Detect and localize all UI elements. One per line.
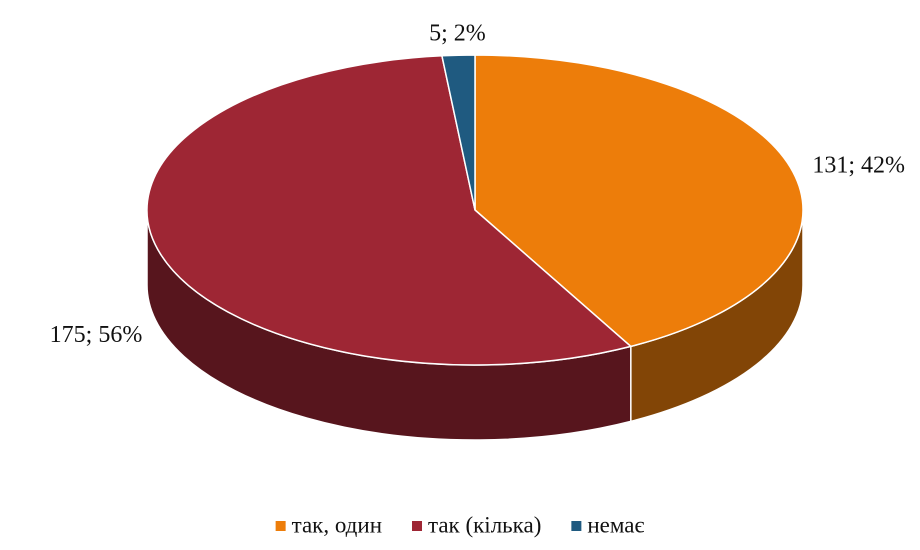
data-label: 175; 56% [50,322,143,348]
pie-slice [474,54,804,348]
pie-slice [441,54,476,211]
pie-slice [146,55,633,366]
legend-label: немає [587,512,644,537]
data-label: 5; 2% [429,21,486,47]
legend-label: так (кілька) [428,512,541,537]
legend-swatch [571,521,582,531]
legend-swatch [412,521,423,531]
data-label: 131; 42% [812,153,905,179]
legend-label: так, один [292,512,382,537]
legend-swatch [275,521,286,531]
